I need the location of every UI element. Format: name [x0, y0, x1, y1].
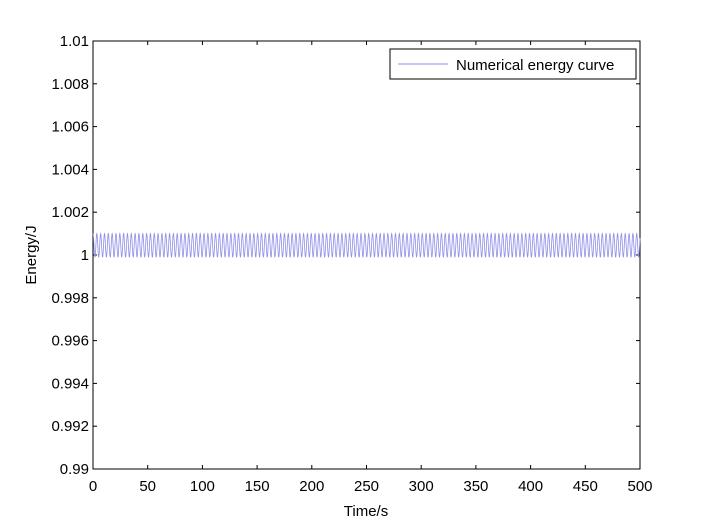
y-tick-label: 0.998 — [51, 290, 89, 307]
legend-label: Numerical energy curve — [456, 57, 614, 74]
y-axis-label: Energy/J — [23, 225, 40, 284]
y-tick-label: 1.002 — [51, 204, 89, 221]
y-tick-label: 1.006 — [51, 119, 89, 136]
x-tick-label: 100 — [190, 478, 215, 495]
y-tick-label: 0.994 — [51, 375, 89, 392]
x-tick-label: 50 — [139, 478, 156, 495]
x-tick-label: 500 — [627, 478, 652, 495]
y-tick-label: 1.008 — [51, 76, 89, 93]
x-axis-label: Time/s — [344, 503, 388, 520]
x-tick-label: 150 — [245, 478, 270, 495]
energy-series-line — [92, 232, 641, 258]
y-tick-label: 0.992 — [51, 418, 89, 435]
x-tick-label: 350 — [463, 478, 488, 495]
x-tick-label: 250 — [354, 478, 379, 495]
x-tick-label: 200 — [299, 478, 324, 495]
y-tick-label: 1.01 — [60, 33, 89, 50]
y-axis-ticks: 0.99 0.992 0.994 0.996 0.998 1 1.002 1.004 1.006… — [51, 33, 640, 478]
y-tick-label: 1.004 — [51, 161, 89, 178]
x-tick-label: 300 — [409, 478, 434, 495]
x-tick-label: 0 — [89, 478, 97, 495]
x-tick-label: 400 — [518, 478, 543, 495]
x-axis-ticks: 0 50 100 150 200 250 300 350 400 450 500 — [89, 41, 653, 495]
legend: Numerical energy curve — [389, 48, 637, 80]
x-tick-label: 450 — [573, 478, 598, 495]
y-tick-label: 1 — [81, 247, 89, 264]
y-tick-label: 0.99 — [60, 461, 89, 478]
y-tick-label: 0.996 — [51, 333, 89, 350]
